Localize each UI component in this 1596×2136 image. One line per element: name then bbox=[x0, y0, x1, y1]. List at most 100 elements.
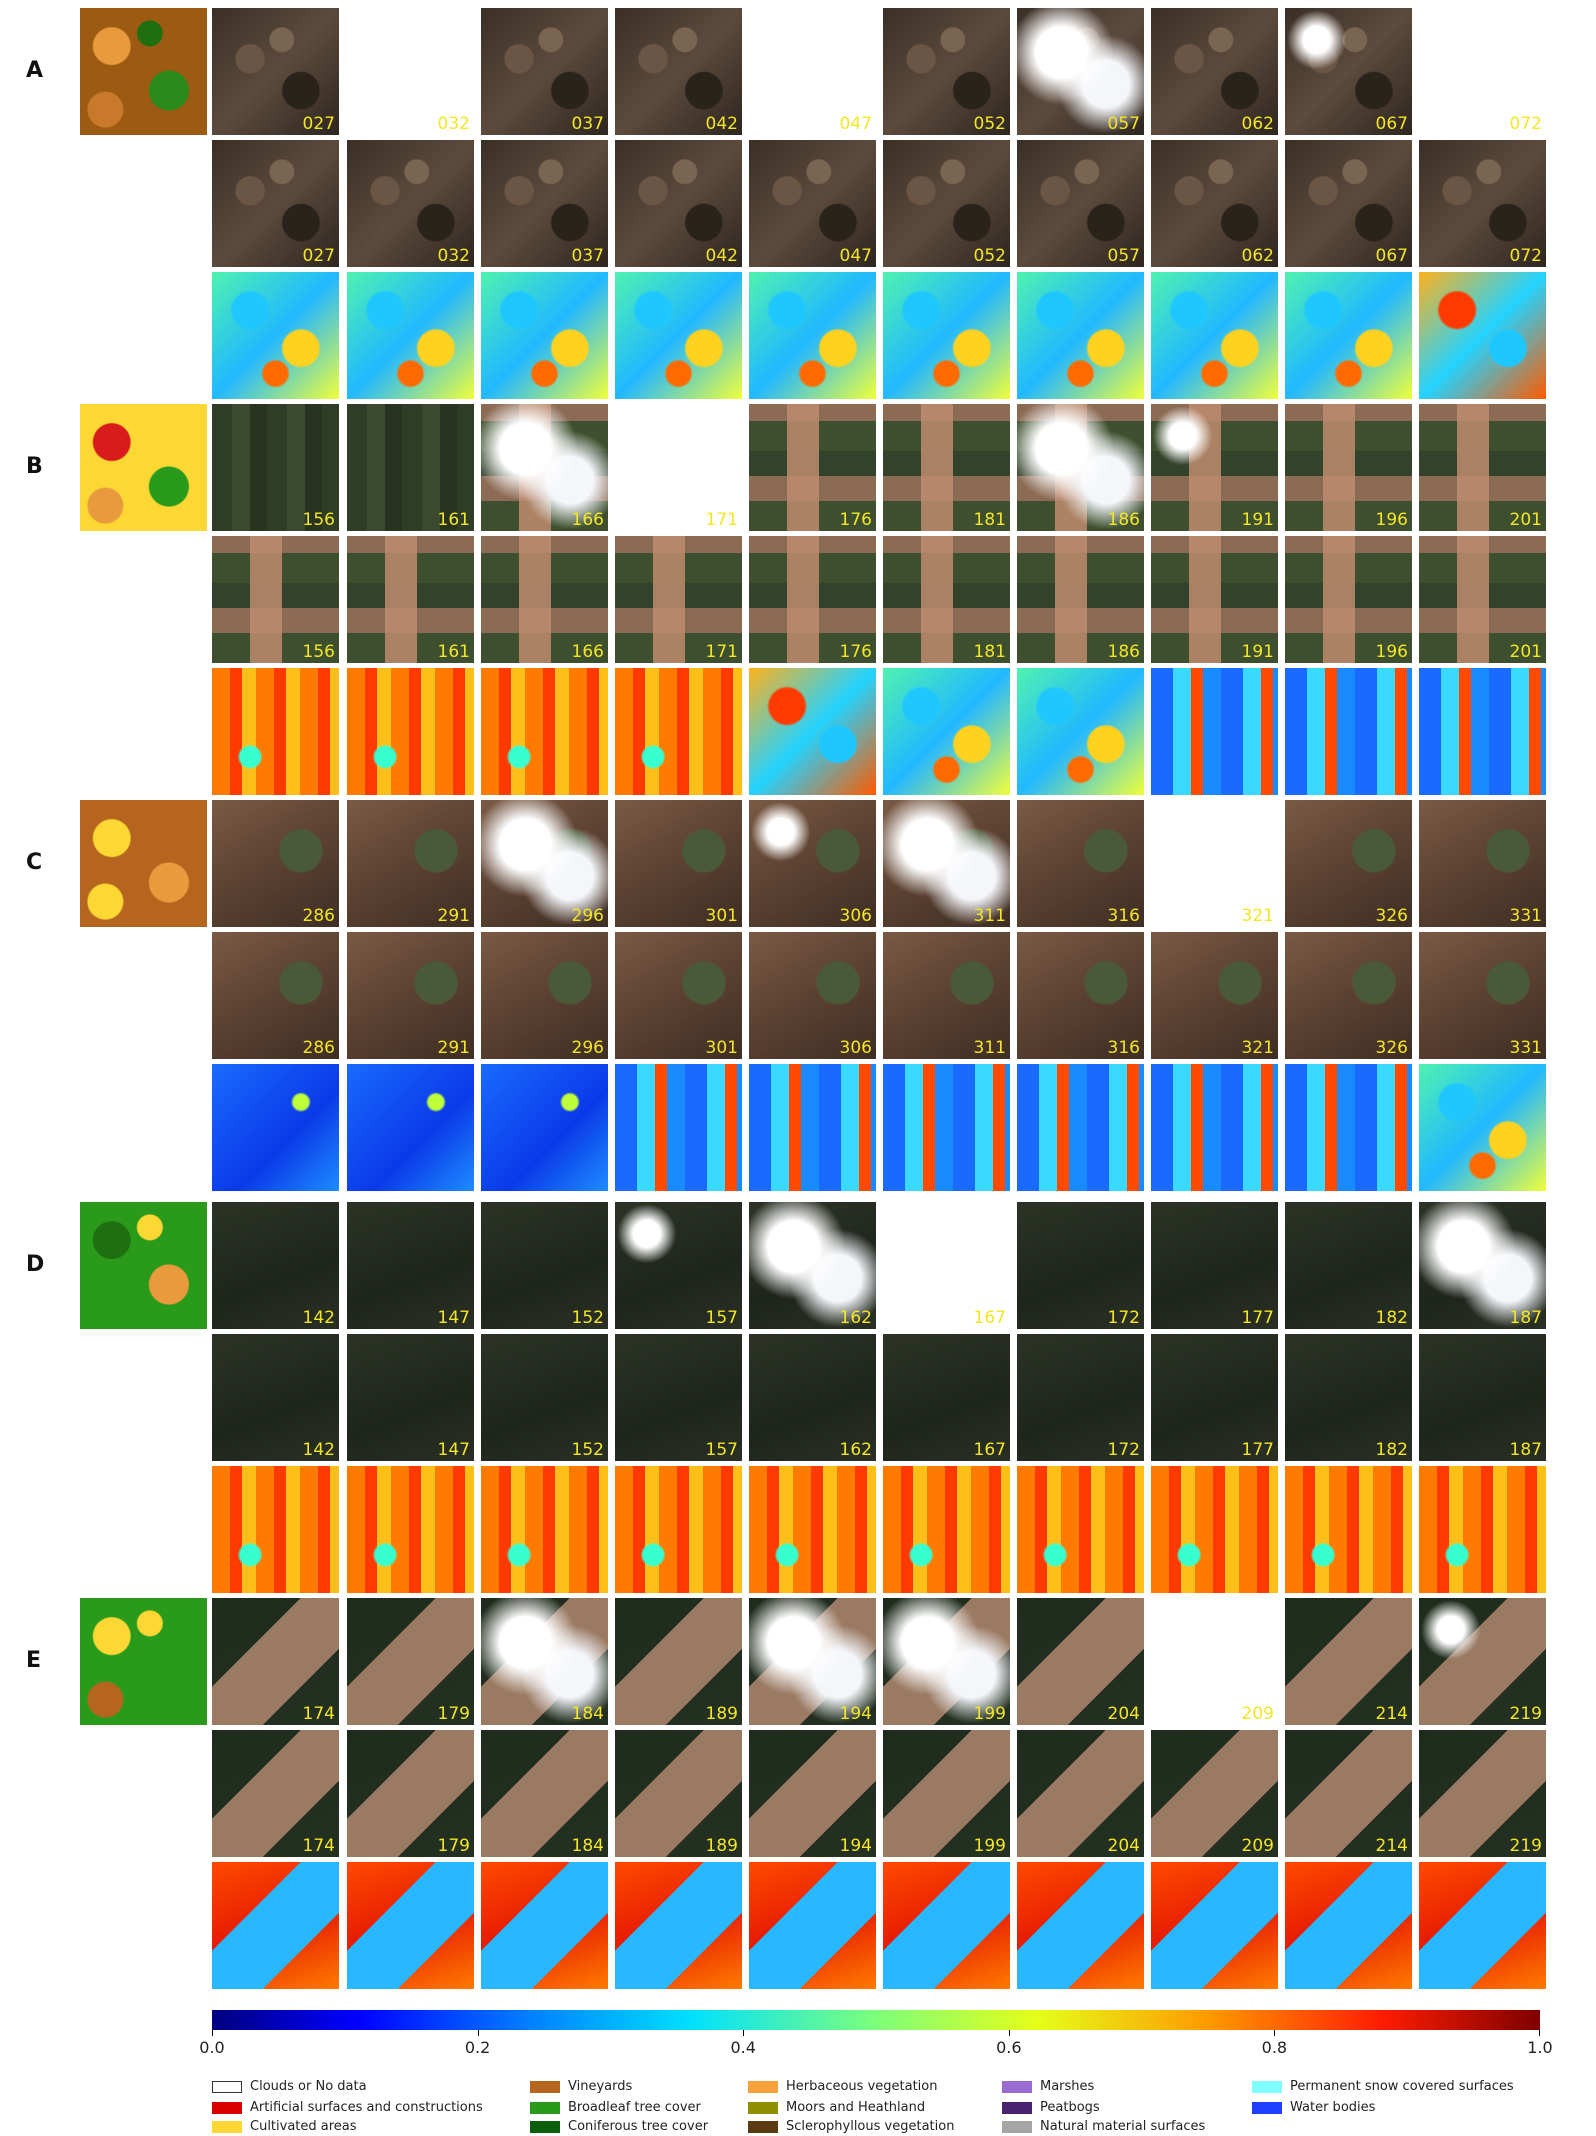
sec-c-observed-tile: 321 bbox=[1151, 800, 1278, 927]
legend-swatch bbox=[212, 2080, 242, 2093]
legend-item: Permanent snow covered surfaces bbox=[1252, 2078, 1514, 2096]
sec-a-reconstructed-tile: 032 bbox=[347, 140, 474, 267]
sec-a-reconstructed-tile: 052 bbox=[883, 140, 1010, 267]
sec-c-reconstructed-tile: 306 bbox=[749, 932, 876, 1059]
sec-c-ndvi-tile bbox=[883, 1064, 1010, 1191]
day-label: 331 bbox=[1509, 1038, 1542, 1058]
legend-label: Cultivated areas bbox=[250, 2119, 357, 2134]
day-label: 057 bbox=[1107, 246, 1140, 266]
sec-b-reconstructed-tile: 186 bbox=[1017, 536, 1144, 663]
sec-d-reconstructed-tile: 172 bbox=[1017, 1334, 1144, 1461]
day-label: 191 bbox=[1241, 642, 1274, 662]
sec-e-ndvi-tile bbox=[212, 1862, 339, 1989]
sec-c-reconstructed-tile: 301 bbox=[615, 932, 742, 1059]
day-label: 042 bbox=[705, 246, 738, 266]
day-label: 027 bbox=[302, 114, 335, 134]
day-label: 052 bbox=[973, 246, 1006, 266]
sec-b-reconstructed-tile: 196 bbox=[1285, 536, 1412, 663]
sec-d-reconstructed-tile: 152 bbox=[481, 1334, 608, 1461]
sec-d-reconstructed-tile: 187 bbox=[1419, 1334, 1546, 1461]
sec-a-ndvi-tile bbox=[1151, 272, 1278, 399]
landcover-map-c bbox=[80, 800, 207, 927]
day-label: 174 bbox=[302, 1836, 335, 1856]
legend-item: Moors and Heathland bbox=[748, 2099, 925, 2117]
day-label: 187 bbox=[1509, 1308, 1542, 1328]
sec-a-ndvi-tile bbox=[749, 272, 876, 399]
sec-a-observed-tile: 052 bbox=[883, 8, 1010, 135]
sec-c-ndvi-tile bbox=[615, 1064, 742, 1191]
sec-c-ndvi-tile bbox=[1151, 1064, 1278, 1191]
day-label: 174 bbox=[302, 1704, 335, 1724]
day-label: 172 bbox=[1107, 1440, 1140, 1460]
landcover-map-b bbox=[80, 404, 207, 531]
sec-c-reconstructed-tile: 286 bbox=[212, 932, 339, 1059]
sec-c-reconstructed-tile: 311 bbox=[883, 932, 1010, 1059]
legend-swatch bbox=[530, 2080, 560, 2093]
day-label: 321 bbox=[1241, 1038, 1274, 1058]
day-label: 311 bbox=[973, 1038, 1006, 1058]
legend-item: Peatbogs bbox=[1002, 2099, 1100, 2117]
day-label: 199 bbox=[973, 1704, 1006, 1724]
sec-e-observed-tile: 219 bbox=[1419, 1598, 1546, 1725]
sec-c-observed-tile: 296 bbox=[481, 800, 608, 927]
day-label: 296 bbox=[571, 1038, 604, 1058]
sec-b-ndvi-tile bbox=[1017, 668, 1144, 795]
sec-e-reconstructed-tile: 184 bbox=[481, 1730, 608, 1857]
sec-d-ndvi-tile bbox=[883, 1466, 1010, 1593]
landcover-map-a bbox=[80, 8, 207, 135]
sec-c-ndvi-tile bbox=[1419, 1064, 1546, 1191]
sec-e-observed-tile: 204 bbox=[1017, 1598, 1144, 1725]
sec-a-reconstructed-tile: 072 bbox=[1419, 140, 1546, 267]
day-label: 301 bbox=[705, 1038, 738, 1058]
legend-item: Coniferous tree cover bbox=[530, 2118, 708, 2136]
sec-b-reconstructed-tile: 181 bbox=[883, 536, 1010, 663]
sec-c-reconstructed-tile: 291 bbox=[347, 932, 474, 1059]
sec-d-ndvi-tile bbox=[1017, 1466, 1144, 1593]
sec-b-reconstructed-tile: 166 bbox=[481, 536, 608, 663]
sec-c-ndvi-tile bbox=[212, 1064, 339, 1191]
colorbar-tick bbox=[1008, 2030, 1010, 2036]
day-label: 194 bbox=[839, 1704, 872, 1724]
sec-d-reconstructed-tile: 142 bbox=[212, 1334, 339, 1461]
sec-b-ndvi-tile bbox=[883, 668, 1010, 795]
legend-label: Artificial surfaces and constructions bbox=[250, 2100, 483, 2115]
sec-d-observed-tile: 172 bbox=[1017, 1202, 1144, 1329]
legend-label: Clouds or No data bbox=[250, 2079, 367, 2094]
sec-a-reconstructed-tile: 067 bbox=[1285, 140, 1412, 267]
landcover-map-e bbox=[80, 1598, 207, 1725]
sec-b-observed-tile: 196 bbox=[1285, 404, 1412, 531]
sec-c-observed-tile: 291 bbox=[347, 800, 474, 927]
day-label: 306 bbox=[839, 906, 872, 926]
legend-label: Water bodies bbox=[1290, 2100, 1376, 2115]
day-label: 316 bbox=[1107, 906, 1140, 926]
sec-a-reconstructed-tile: 057 bbox=[1017, 140, 1144, 267]
sec-e-observed-tile: 199 bbox=[883, 1598, 1010, 1725]
legend-item: Natural material surfaces bbox=[1002, 2118, 1205, 2136]
sec-b-ndvi-tile bbox=[212, 668, 339, 795]
sec-b-observed-tile: 166 bbox=[481, 404, 608, 531]
sec-b-observed-tile: 161 bbox=[347, 404, 474, 531]
day-label: 037 bbox=[571, 246, 604, 266]
legend-swatch bbox=[212, 2120, 242, 2133]
day-label: 067 bbox=[1375, 114, 1408, 134]
legend-label: Peatbogs bbox=[1040, 2100, 1100, 2115]
sec-a-reconstructed-tile: 062 bbox=[1151, 140, 1278, 267]
sec-a-observed-tile: 062 bbox=[1151, 8, 1278, 135]
sec-c-ndvi-tile bbox=[481, 1064, 608, 1191]
sec-d-observed-tile: 187 bbox=[1419, 1202, 1546, 1329]
sec-d-ndvi-tile bbox=[1151, 1466, 1278, 1593]
sec-d-ndvi-tile bbox=[212, 1466, 339, 1593]
sec-c-ndvi-tile bbox=[749, 1064, 876, 1191]
sec-e-observed-tile: 189 bbox=[615, 1598, 742, 1725]
day-label: 147 bbox=[437, 1440, 470, 1460]
sec-a-ndvi-tile bbox=[212, 272, 339, 399]
day-label: 316 bbox=[1107, 1038, 1140, 1058]
day-label: 142 bbox=[302, 1440, 335, 1460]
sec-c-reconstructed-tile: 326 bbox=[1285, 932, 1412, 1059]
day-label: 204 bbox=[1107, 1704, 1140, 1724]
sec-c-reconstructed-tile: 331 bbox=[1419, 932, 1546, 1059]
day-label: 301 bbox=[705, 906, 738, 926]
sec-a-ndvi-tile bbox=[1285, 272, 1412, 399]
sec-e-ndvi-tile bbox=[749, 1862, 876, 1989]
sec-e-ndvi-tile bbox=[1285, 1862, 1412, 1989]
